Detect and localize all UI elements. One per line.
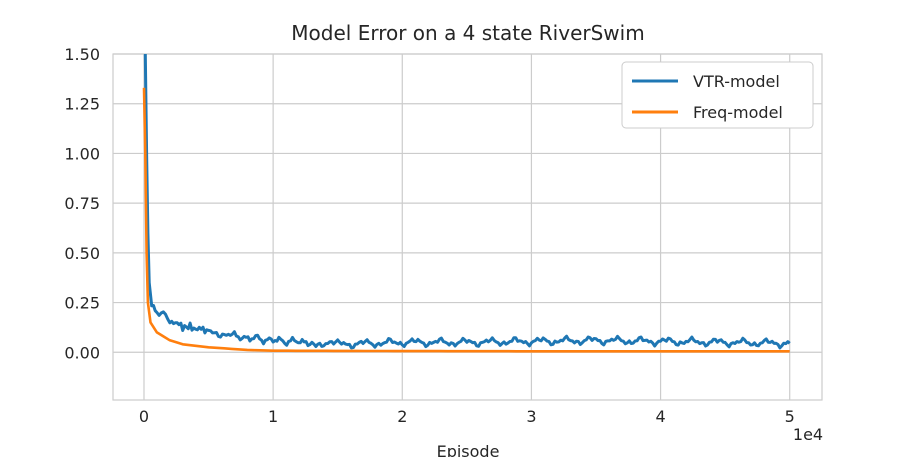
x-scale-label: 1e4	[793, 425, 823, 444]
x-axis-label: Episode	[437, 442, 500, 457]
legend-label-vtr: VTR-model	[693, 72, 780, 91]
series-line-freq	[142, 87, 790, 353]
y-tick-label: 1.50	[64, 45, 100, 64]
x-tick-label: 5	[785, 407, 795, 426]
x-tick-label: 1	[268, 407, 278, 426]
y-tick-label: 1.25	[64, 95, 100, 114]
y-tick-label: 0.50	[64, 244, 100, 263]
y-tick-label: 0.00	[64, 343, 100, 362]
y-tick-label: 0.75	[64, 194, 100, 213]
x-tick-label: 3	[526, 407, 536, 426]
y-tick-label: 1.00	[64, 144, 100, 163]
x-tick-label: 0	[139, 407, 149, 426]
legend-label-freq: Freq-model	[693, 103, 783, 122]
x-tick-label: 2	[397, 407, 407, 426]
series-line-vtr	[143, 54, 791, 350]
legend: VTR-model Freq-model	[621, 61, 814, 129]
x-tick-label: 4	[655, 407, 665, 426]
chart-title: Model Error on a 4 state RiverSwim	[291, 21, 644, 45]
y-tick-label: 0.25	[64, 294, 100, 313]
